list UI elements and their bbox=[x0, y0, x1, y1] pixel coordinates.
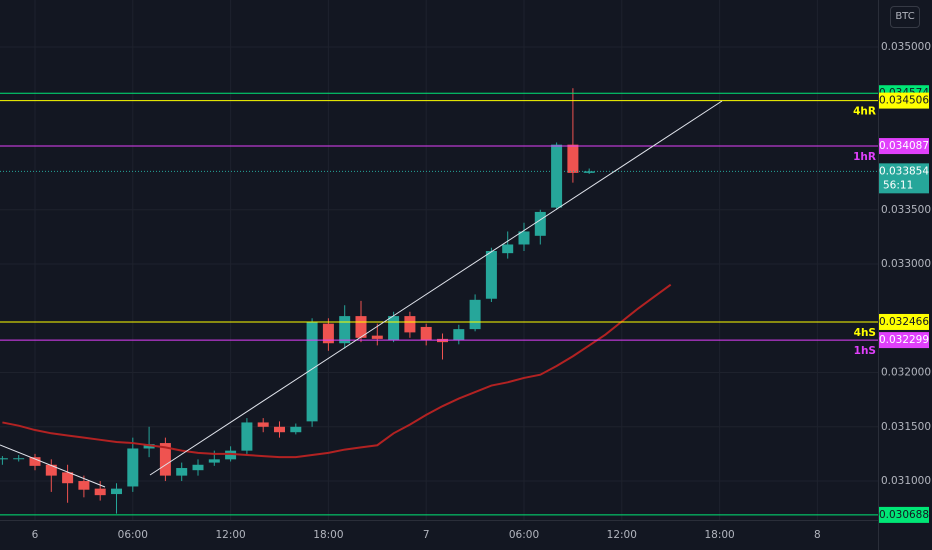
x-tick-label: 8 bbox=[814, 529, 821, 541]
candle-body bbox=[469, 299, 481, 330]
level-tag: 4hR bbox=[853, 106, 876, 118]
candle-body bbox=[257, 422, 269, 427]
candle-body bbox=[111, 488, 122, 495]
candle-body bbox=[322, 323, 334, 344]
candle-body bbox=[45, 464, 57, 476]
candle-body bbox=[225, 450, 237, 460]
candle-body bbox=[94, 488, 106, 496]
grid bbox=[0, 0, 878, 520]
y-tick-label: 0.035000 bbox=[881, 41, 931, 53]
candle-body bbox=[534, 211, 546, 236]
candle-body bbox=[208, 459, 220, 463]
symbol-button[interactable]: BTC bbox=[890, 6, 920, 28]
x-tick-label: 06:00 bbox=[118, 529, 148, 541]
price-label-box bbox=[879, 92, 929, 109]
price-label-box bbox=[879, 506, 929, 523]
x-tick-label: 6 bbox=[32, 529, 39, 541]
x-tick-label: 18:00 bbox=[704, 529, 734, 541]
candle-body bbox=[583, 171, 595, 173]
candle-body bbox=[371, 335, 383, 339]
candle-body bbox=[339, 316, 351, 344]
candle-body bbox=[518, 231, 530, 245]
level-tag: 1hS bbox=[854, 345, 876, 357]
candle-body bbox=[29, 457, 41, 466]
level-tag: 1hR bbox=[853, 151, 876, 163]
candle-body bbox=[567, 144, 579, 173]
x-tick-label: 12:00 bbox=[607, 529, 637, 541]
candle-body bbox=[355, 316, 367, 338]
candle-body bbox=[306, 321, 318, 422]
x-tick-label: 7 bbox=[423, 529, 430, 541]
candle-body bbox=[290, 426, 302, 433]
price-label: 0.032466 bbox=[879, 316, 929, 328]
candle-body bbox=[62, 472, 74, 484]
current-price-box bbox=[879, 163, 929, 194]
x-tick-label: 12:00 bbox=[215, 529, 245, 541]
candle-body bbox=[176, 468, 188, 476]
candle-body bbox=[404, 316, 416, 333]
labels: 0.031000 0.031500 0.032000 0.033000 0.033500… bbox=[32, 41, 931, 541]
candle-body bbox=[0, 458, 8, 460]
trend-line bbox=[0, 444, 106, 488]
candle-body bbox=[502, 244, 514, 254]
candle-body bbox=[78, 481, 90, 490]
moving-average bbox=[2, 283, 672, 459]
candle-body bbox=[127, 448, 139, 487]
candle-body bbox=[551, 144, 563, 208]
candle-body bbox=[453, 329, 465, 340]
marks bbox=[0, 88, 878, 516]
price-label-box bbox=[879, 138, 929, 155]
price-label-box bbox=[879, 313, 929, 330]
candle-body bbox=[159, 443, 171, 476]
level-tag: 4hS bbox=[854, 327, 876, 339]
trend-line bbox=[149, 100, 723, 476]
candle-body bbox=[192, 464, 204, 471]
candle-body bbox=[13, 458, 25, 460]
x-tick-label: 06:00 bbox=[509, 529, 539, 541]
price-label: 0.034506 bbox=[879, 95, 929, 107]
price-label: 0.030688 bbox=[879, 509, 929, 521]
price-label-box bbox=[879, 332, 929, 349]
countdown: 56:11 bbox=[883, 179, 913, 191]
y-tick-label: 0.031000 bbox=[881, 475, 931, 487]
price-label: 0.034087 bbox=[879, 140, 929, 152]
y-tick-label: 0.033000 bbox=[881, 258, 931, 270]
y-tick-label: 0.033500 bbox=[881, 204, 931, 216]
candle-body bbox=[274, 426, 285, 433]
candle-body bbox=[388, 316, 400, 340]
y-tick-label: 0.031500 bbox=[881, 421, 931, 433]
candle-body bbox=[143, 444, 155, 449]
current-price-label: 0.033854 bbox=[879, 165, 929, 177]
candle-body bbox=[420, 326, 432, 340]
x-tick-label: 18:00 bbox=[313, 529, 343, 541]
price-label: 0.032299 bbox=[879, 334, 929, 346]
y-tick-label: 0.032000 bbox=[881, 367, 931, 379]
candle-body bbox=[485, 250, 497, 299]
candle-body bbox=[241, 422, 253, 451]
